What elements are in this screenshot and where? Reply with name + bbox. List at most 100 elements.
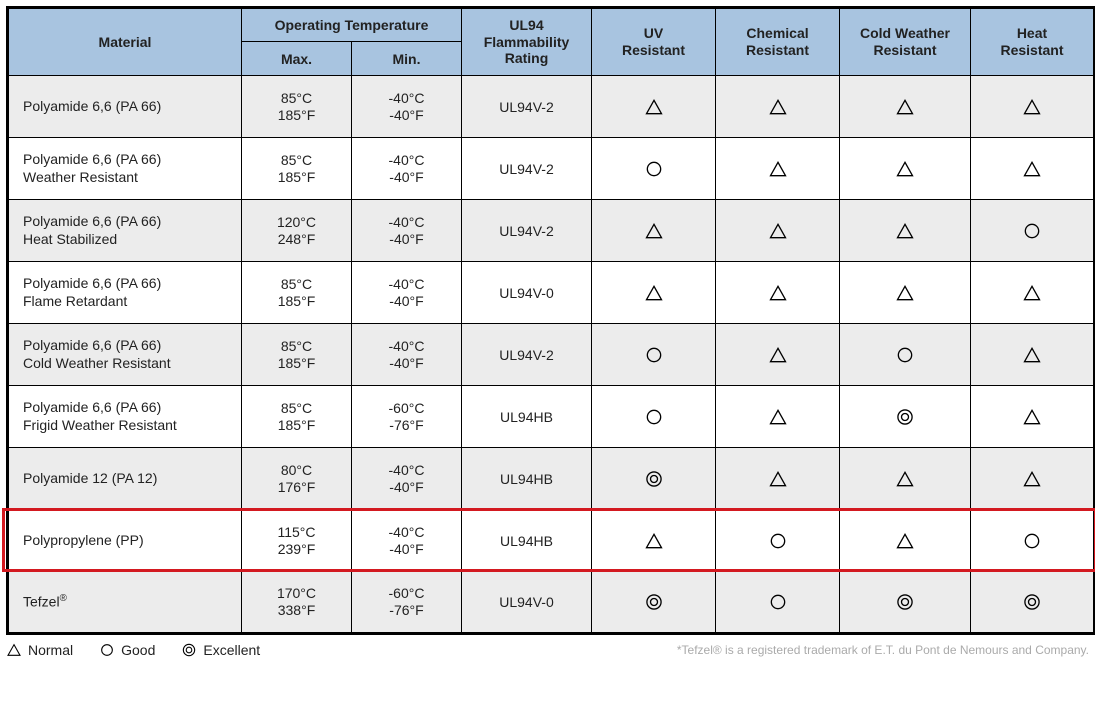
col-heat: HeatResistant (971, 8, 1095, 76)
cell-max: 85°C185°F (242, 262, 352, 324)
cell-ul94: UL94HB (462, 448, 592, 510)
cell-min: -40°C-40°F (352, 76, 462, 138)
cell-cold (840, 572, 971, 634)
col-ul94: UL94 FlammabilityRating (462, 8, 592, 76)
cell-material: Polyamide 6,6 (PA 66)Flame Retardant (8, 262, 242, 324)
table-row: Polyamide 6,6 (PA 66)85°C185°F-40°C-40°F… (8, 76, 1095, 138)
cell-min: -40°C-40°F (352, 324, 462, 386)
legend-good: Good (99, 641, 155, 658)
cell-uv (592, 138, 716, 200)
cell-heat (971, 510, 1095, 572)
table-container: MaterialOperating TemperatureUL94 Flamma… (6, 6, 1089, 635)
cell-uv (592, 510, 716, 572)
cell-max: 85°C185°F (242, 76, 352, 138)
cell-max: 115°C239°F (242, 510, 352, 572)
cell-material: Polyamide 6,6 (PA 66) (8, 76, 242, 138)
cell-uv (592, 200, 716, 262)
col-op-temp: Operating Temperature (242, 8, 462, 42)
col-material: Material (8, 8, 242, 76)
cell-ul94: UL94V-2 (462, 138, 592, 200)
legend-good-label: Good (121, 642, 155, 658)
cell-heat (971, 324, 1095, 386)
col-cold: Cold WeatherResistant (840, 8, 971, 76)
table-row: Polyamide 6,6 (PA 66)Weather Resistant85… (8, 138, 1095, 200)
cell-max: 80°C176°F (242, 448, 352, 510)
col-min: Min. (352, 42, 462, 76)
cell-heat (971, 448, 1095, 510)
cell-uv (592, 76, 716, 138)
cell-ul94: UL94V-2 (462, 324, 592, 386)
cell-chem (716, 448, 840, 510)
cell-chem (716, 138, 840, 200)
cell-min: -40°C-40°F (352, 262, 462, 324)
footnote: *Tefzel® is a registered trademark of E.… (677, 643, 1089, 657)
cell-uv (592, 572, 716, 634)
cell-uv (592, 324, 716, 386)
cell-chem (716, 386, 840, 448)
cell-min: -40°C-40°F (352, 138, 462, 200)
table-row: Polyamide 6,6 (PA 66)Flame Retardant85°C… (8, 262, 1095, 324)
cell-cold (840, 262, 971, 324)
cell-chem (716, 200, 840, 262)
col-chem: ChemicalResistant (716, 8, 840, 76)
materials-table: MaterialOperating TemperatureUL94 Flamma… (6, 6, 1095, 635)
cell-chem (716, 76, 840, 138)
cell-cold (840, 386, 971, 448)
cell-cold (840, 510, 971, 572)
cell-ul94: UL94V-2 (462, 200, 592, 262)
cell-min: -40°C-40°F (352, 510, 462, 572)
cell-material: Polyamide 6,6 (PA 66)Heat Stabilized (8, 200, 242, 262)
cell-material: Polyamide 6,6 (PA 66)Weather Resistant (8, 138, 242, 200)
col-uv: UVResistant (592, 8, 716, 76)
cell-min: -40°C-40°F (352, 200, 462, 262)
table-row: Polypropylene (PP)115°C239°F-40°C-40°FUL… (8, 510, 1095, 572)
table-row: Tefzel®170°C338°F-60°C-76°FUL94V-0 (8, 572, 1095, 634)
cell-max: 85°C185°F (242, 138, 352, 200)
cell-ul94: UL94HB (462, 386, 592, 448)
cell-heat (971, 386, 1095, 448)
cell-min: -60°C-76°F (352, 572, 462, 634)
cell-uv (592, 386, 716, 448)
legend-normal-label: Normal (28, 642, 73, 658)
table-row: Polyamide 6,6 (PA 66)Heat Stabilized120°… (8, 200, 1095, 262)
cell-chem (716, 510, 840, 572)
cell-material: Polypropylene (PP) (8, 510, 242, 572)
cell-cold (840, 76, 971, 138)
table-row: Polyamide 6,6 (PA 66)Frigid Weather Resi… (8, 386, 1095, 448)
cell-cold (840, 200, 971, 262)
cell-ul94: UL94V-2 (462, 76, 592, 138)
cell-cold (840, 138, 971, 200)
cell-heat (971, 200, 1095, 262)
cell-uv (592, 262, 716, 324)
cell-max: 170°C338°F (242, 572, 352, 634)
table-row: Polyamide 12 (PA 12)80°C176°F-40°C-40°FU… (8, 448, 1095, 510)
cell-heat (971, 76, 1095, 138)
cell-ul94: UL94V-0 (462, 572, 592, 634)
cell-uv (592, 448, 716, 510)
cell-chem (716, 572, 840, 634)
cell-ul94: UL94HB (462, 510, 592, 572)
cell-chem (716, 324, 840, 386)
cell-min: -60°C-76°F (352, 386, 462, 448)
cell-cold (840, 448, 971, 510)
cell-chem (716, 262, 840, 324)
cell-max: 85°C185°F (242, 386, 352, 448)
legend-excellent: Excellent (181, 641, 260, 658)
cell-heat (971, 572, 1095, 634)
cell-max: 120°C248°F (242, 200, 352, 262)
cell-material: Tefzel® (8, 572, 242, 634)
cell-cold (840, 324, 971, 386)
cell-min: -40°C-40°F (352, 448, 462, 510)
legend-row: Normal Good Excellent *Tefzel® is a regi… (6, 641, 1089, 658)
cell-material: Polyamide 6,6 (PA 66)Frigid Weather Resi… (8, 386, 242, 448)
cell-material: Polyamide 12 (PA 12) (8, 448, 242, 510)
cell-material: Polyamide 6,6 (PA 66)Cold Weather Resist… (8, 324, 242, 386)
legend-excellent-label: Excellent (203, 642, 260, 658)
table-row: Polyamide 6,6 (PA 66)Cold Weather Resist… (8, 324, 1095, 386)
cell-heat (971, 262, 1095, 324)
cell-ul94: UL94V-0 (462, 262, 592, 324)
cell-heat (971, 138, 1095, 200)
legend-normal: Normal (6, 641, 73, 658)
cell-max: 85°C185°F (242, 324, 352, 386)
col-max: Max. (242, 42, 352, 76)
